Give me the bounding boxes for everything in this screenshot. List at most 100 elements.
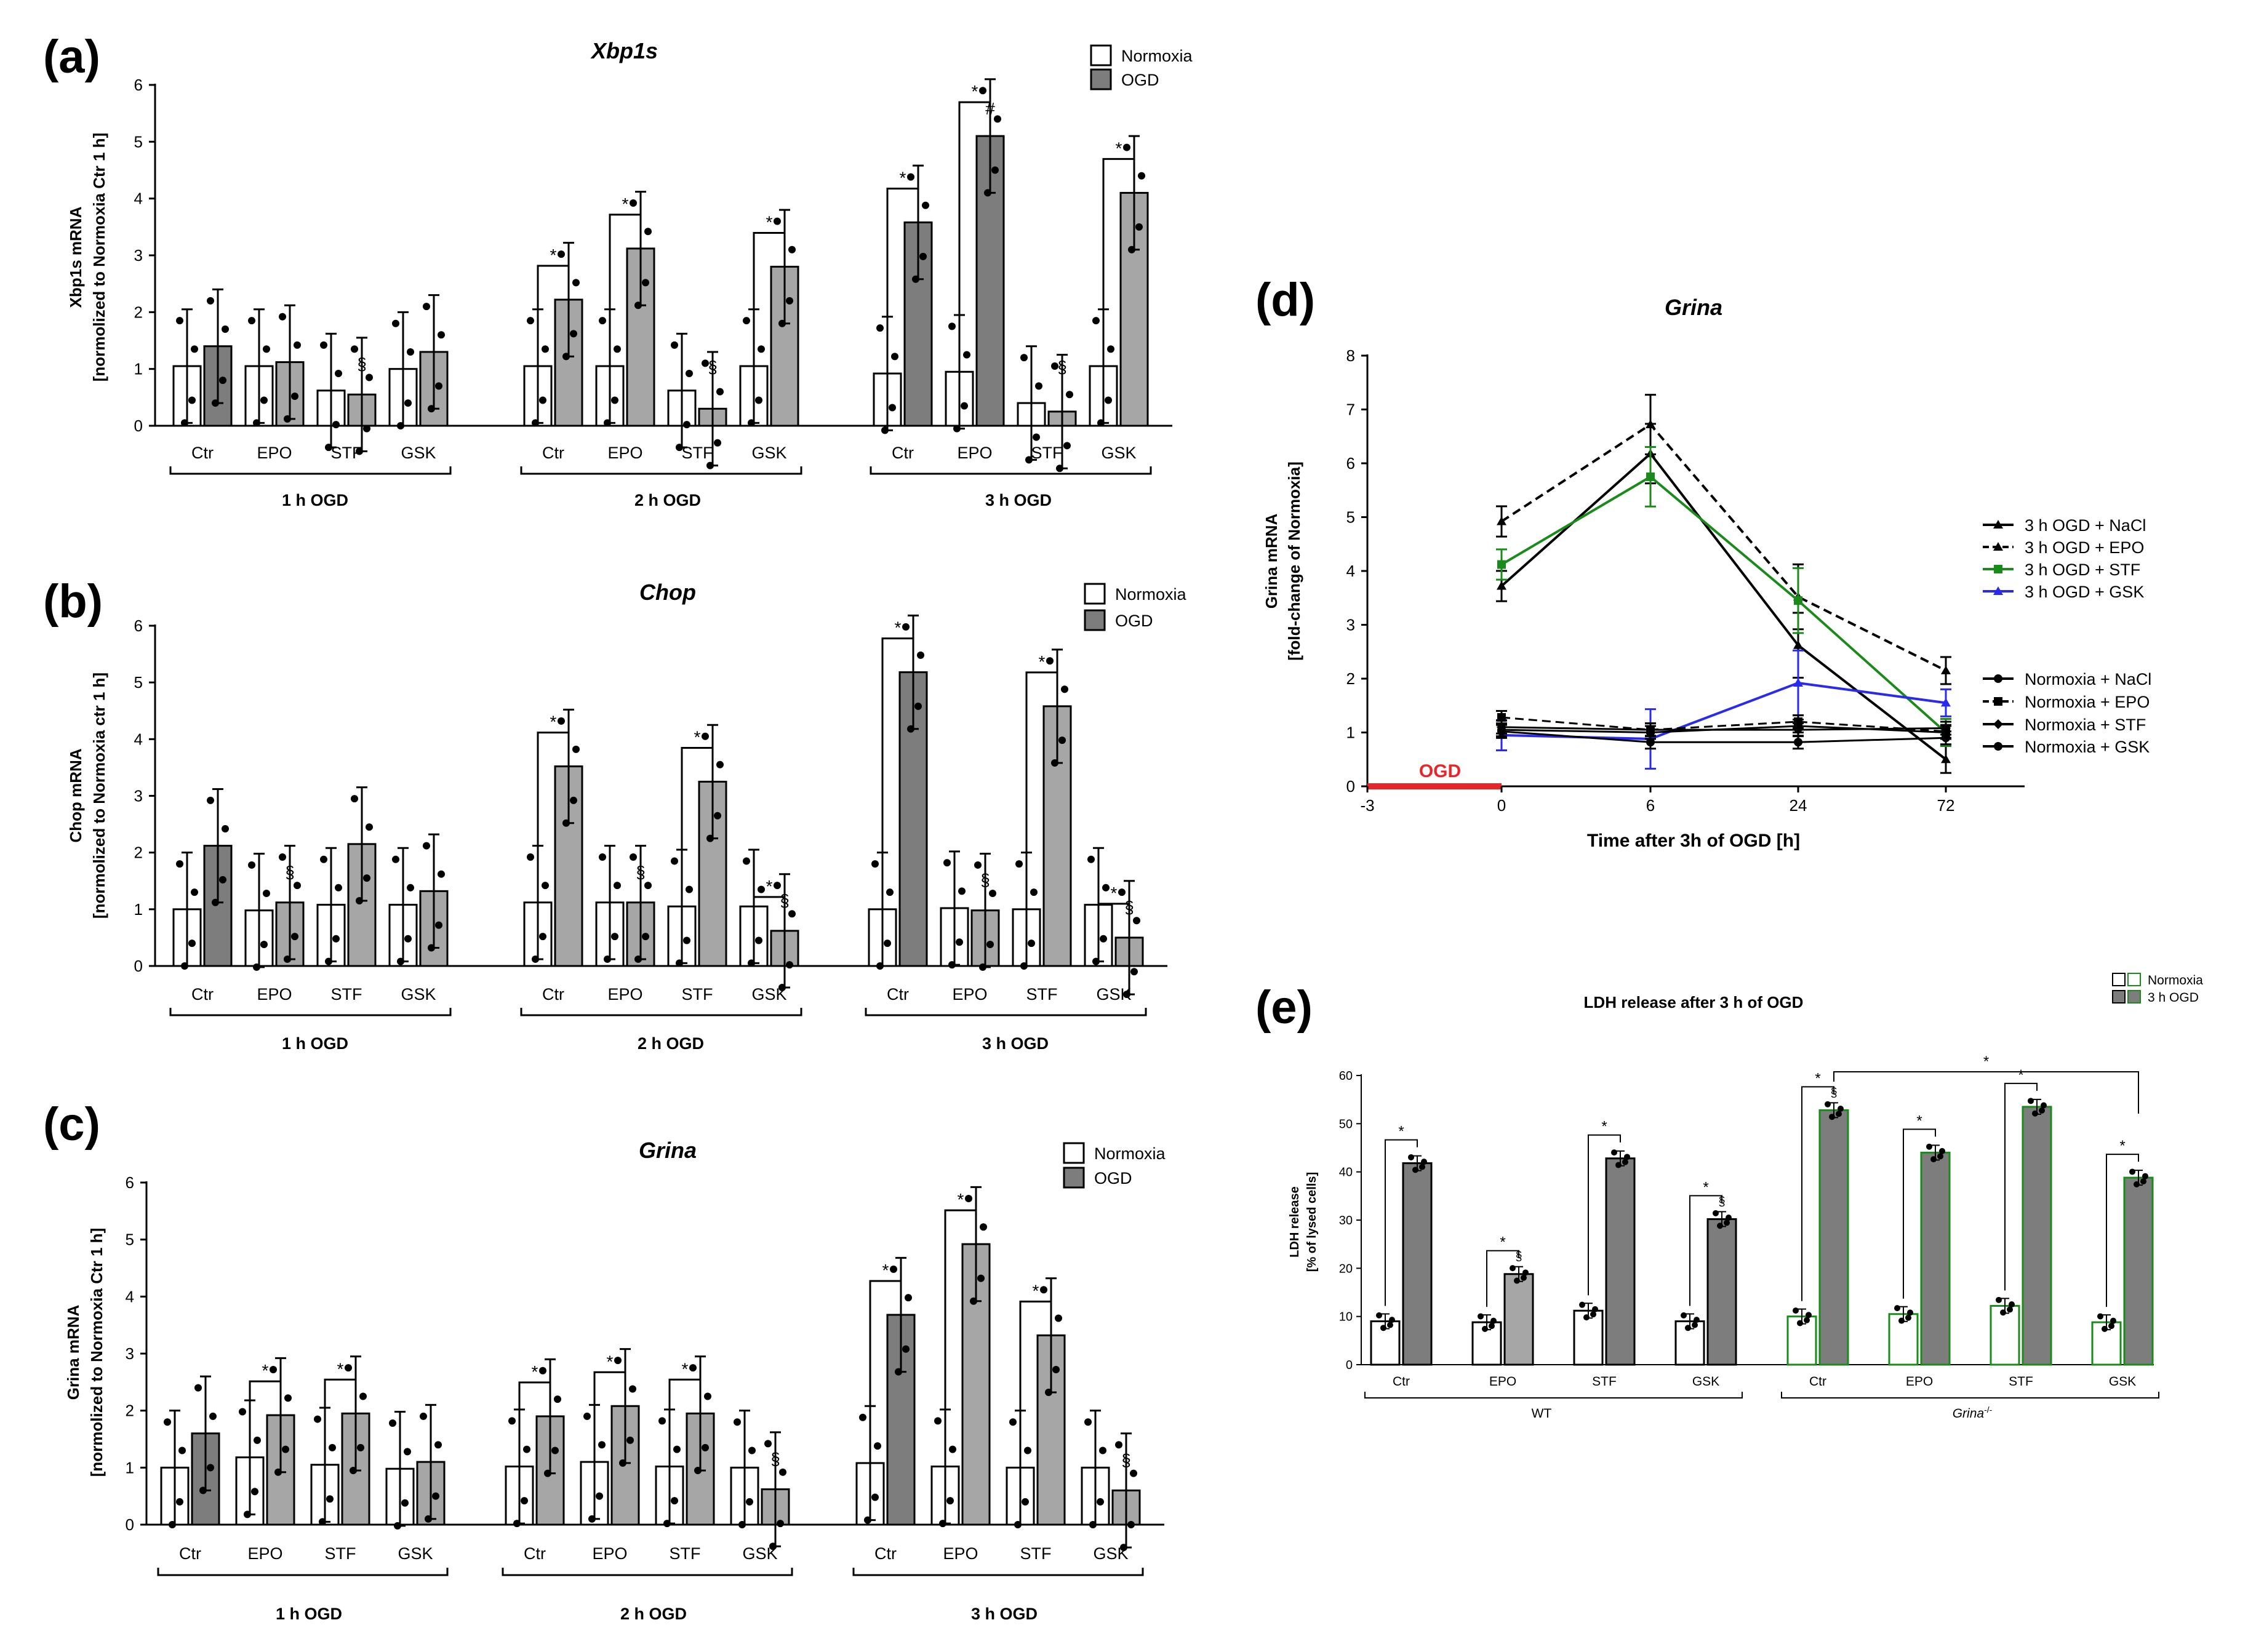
chart-c-category-label: EPO xyxy=(592,1544,627,1563)
chart-c-group-bracket xyxy=(502,1568,793,1576)
chart-a-datapoint-ogd xyxy=(1066,391,1073,399)
chart-b-datapoint-ogd xyxy=(212,898,219,906)
chart-a-datapoint-normoxia xyxy=(320,341,327,349)
chart-e-significance-bracket xyxy=(1486,1250,1519,1307)
chart-a-datapoint-normoxia xyxy=(876,324,884,332)
chart-b-datapoint-normoxia xyxy=(191,888,198,896)
chart-e-datapoint-ogd xyxy=(1421,1159,1427,1165)
chart-a-marks: 0 1 2 3 4 5 6 Ctr EPO STF GSK Ctr EPO STF GSK Ctr EPO STF… xyxy=(134,76,1172,475)
chart-e-group-ko: Grina-/- xyxy=(1953,1405,1993,1421)
chart-c-significance-bracket xyxy=(518,1381,551,1439)
chart-c-ytick-label: 3 xyxy=(126,1344,134,1363)
chart-b-group-bracket xyxy=(520,1008,802,1016)
chart-e-datapoint-ogd xyxy=(1726,1215,1732,1221)
chart-a-datapoint-normoxia xyxy=(1105,396,1112,404)
chart-a-datapoint-ogd xyxy=(284,415,291,423)
chart-d-legend-label: Normoxia + STF xyxy=(2025,716,2146,734)
chart-c-datapoint-ogd xyxy=(551,1446,559,1454)
chart-c-datapoint-normoxia xyxy=(319,1518,326,1526)
chart-a-datapoint-ogd xyxy=(212,399,219,407)
chart-a-datapoint-ogd xyxy=(219,377,226,385)
panel-label-c: (c) xyxy=(43,1098,100,1151)
chart-a-significance-bracket xyxy=(609,213,642,339)
chart-a-category-label: STF xyxy=(1031,444,1063,462)
chart-e-ytick-label: 20 xyxy=(1339,1262,1353,1275)
chart-a-datapoint-normoxia xyxy=(599,317,606,325)
chart-e-datapoint-normoxia xyxy=(2108,1323,2114,1330)
chart-d-legend-label: Normoxia + EPO xyxy=(2025,693,2150,711)
chart-b-category-label: STF xyxy=(682,985,713,1004)
chart-e-bar-ogd xyxy=(1706,1218,1737,1366)
chart-b-significance-star: * xyxy=(694,727,701,746)
chart-d-point xyxy=(1497,560,1506,569)
chart-d-ytick-label: 0 xyxy=(1346,777,1355,796)
chart-e-ytick-label: 10 xyxy=(1339,1311,1353,1324)
chart-a-group-bracket xyxy=(520,466,802,475)
chart-c-ytick-label: 0 xyxy=(126,1515,134,1534)
chart-b-datapoint-normoxia xyxy=(1092,957,1100,965)
chart-b-datapoint-normoxia xyxy=(335,884,342,892)
chart-a-datapoint-normoxia xyxy=(407,348,414,356)
chart-b-datapoint-ogd xyxy=(562,819,570,827)
chart-e-bar-ogd xyxy=(2022,1106,2052,1366)
chart-c-significance-star: * xyxy=(958,1190,964,1209)
chart-c-category-label: EPO xyxy=(943,1544,978,1563)
chart-c-ylabel-1: Grina mRNA xyxy=(64,1304,82,1400)
chart-a-datapoint-ogd xyxy=(279,313,286,321)
chart-a-datapoint-ogd xyxy=(1128,245,1135,253)
chart-e-significance-bracket xyxy=(1588,1134,1621,1296)
chart-c-ytick-label: 5 xyxy=(126,1231,134,1249)
chart-c-datapoint-normoxia xyxy=(748,1446,756,1454)
chart-b-datapoint-ogd xyxy=(714,812,721,820)
chart-a-datapoint-ogd xyxy=(363,425,370,433)
chart-a-datapoint-ogd xyxy=(428,405,435,413)
chart-b-datapoint-normoxia xyxy=(748,959,755,967)
chart-a-datapoint-ogd xyxy=(984,189,991,197)
chart-a-significance-bracket xyxy=(886,187,919,346)
chart-b-legend-swatch-normoxia xyxy=(1084,583,1106,605)
chart-b-category-label: EPO xyxy=(607,985,642,1004)
chart-c-datapoint-ogd xyxy=(539,1367,546,1375)
chart-d-point xyxy=(1646,472,1655,481)
chart-c-datapoint-normoxia xyxy=(673,1445,681,1453)
chart-e-datapoint-normoxia xyxy=(1490,1317,1497,1324)
chart-b-datapoint-ogd xyxy=(356,897,363,905)
chart-c-group-bracket xyxy=(157,1568,449,1576)
chart-d-point xyxy=(1497,581,1506,590)
chart-b-datapoint-ogd xyxy=(428,944,435,952)
chart-a-datapoint-ogd xyxy=(291,392,298,400)
chart-a-significance-section: § xyxy=(357,354,367,373)
chart-a-datapoint-normoxia xyxy=(404,399,412,407)
chart-c-significance-star: * xyxy=(337,1359,344,1378)
chart-b-datapoint-ogd xyxy=(207,796,214,804)
chart-c-datapoint-ogd xyxy=(420,1412,427,1420)
chart-a-ytick-label: 0 xyxy=(134,417,143,435)
chart-c-datapoint-ogd xyxy=(614,1357,622,1365)
chart-b-significance-section: § xyxy=(636,863,646,882)
chart-b-datapoint-normoxia xyxy=(188,940,196,948)
chart-b-significance-star: * xyxy=(1039,652,1046,671)
chart-a-datapoint-normoxia xyxy=(683,421,690,429)
chart-c-group-1h: 1 h OGD xyxy=(276,1605,342,1623)
chart-c-category-label: EPO xyxy=(247,1544,282,1563)
chart-c-datapoint-ogd xyxy=(350,1466,357,1474)
chart-d-point xyxy=(1793,678,1803,687)
chart-a-datapoint-ogd xyxy=(366,373,373,381)
chart-e-datapoint-normoxia xyxy=(1806,1312,1812,1319)
chart-e-datapoint-normoxia xyxy=(2000,1309,2006,1316)
chart-d-ytick-label: 3 xyxy=(1346,616,1355,634)
chart-a-datapoint-ogd xyxy=(644,228,652,236)
chart-c-datapoint-ogd xyxy=(357,1443,364,1451)
chart-b-significance-bracket xyxy=(681,746,714,879)
chart-e-datapoint-ogd xyxy=(1937,1153,1943,1160)
chart-a-category-label: Ctr xyxy=(191,444,214,462)
chart-a-datapoint-normoxia xyxy=(527,317,534,325)
chart-e-datapoint-normoxia xyxy=(2097,1313,2103,1320)
panel-label-b: (b) xyxy=(43,575,103,628)
chart-a-bar-ogd xyxy=(975,135,1005,427)
chart-a: Xbp1s Xbp1s mRNA [normolized to Normoxia… xyxy=(66,38,1193,509)
chart-b-group-3h: 3 h OGD xyxy=(982,1034,1049,1053)
chart-e-datapoint-normoxia xyxy=(2009,1301,2015,1308)
chart-c-datapoint-normoxia xyxy=(394,1522,401,1530)
chart-a-datapoint-normoxia xyxy=(260,396,268,404)
